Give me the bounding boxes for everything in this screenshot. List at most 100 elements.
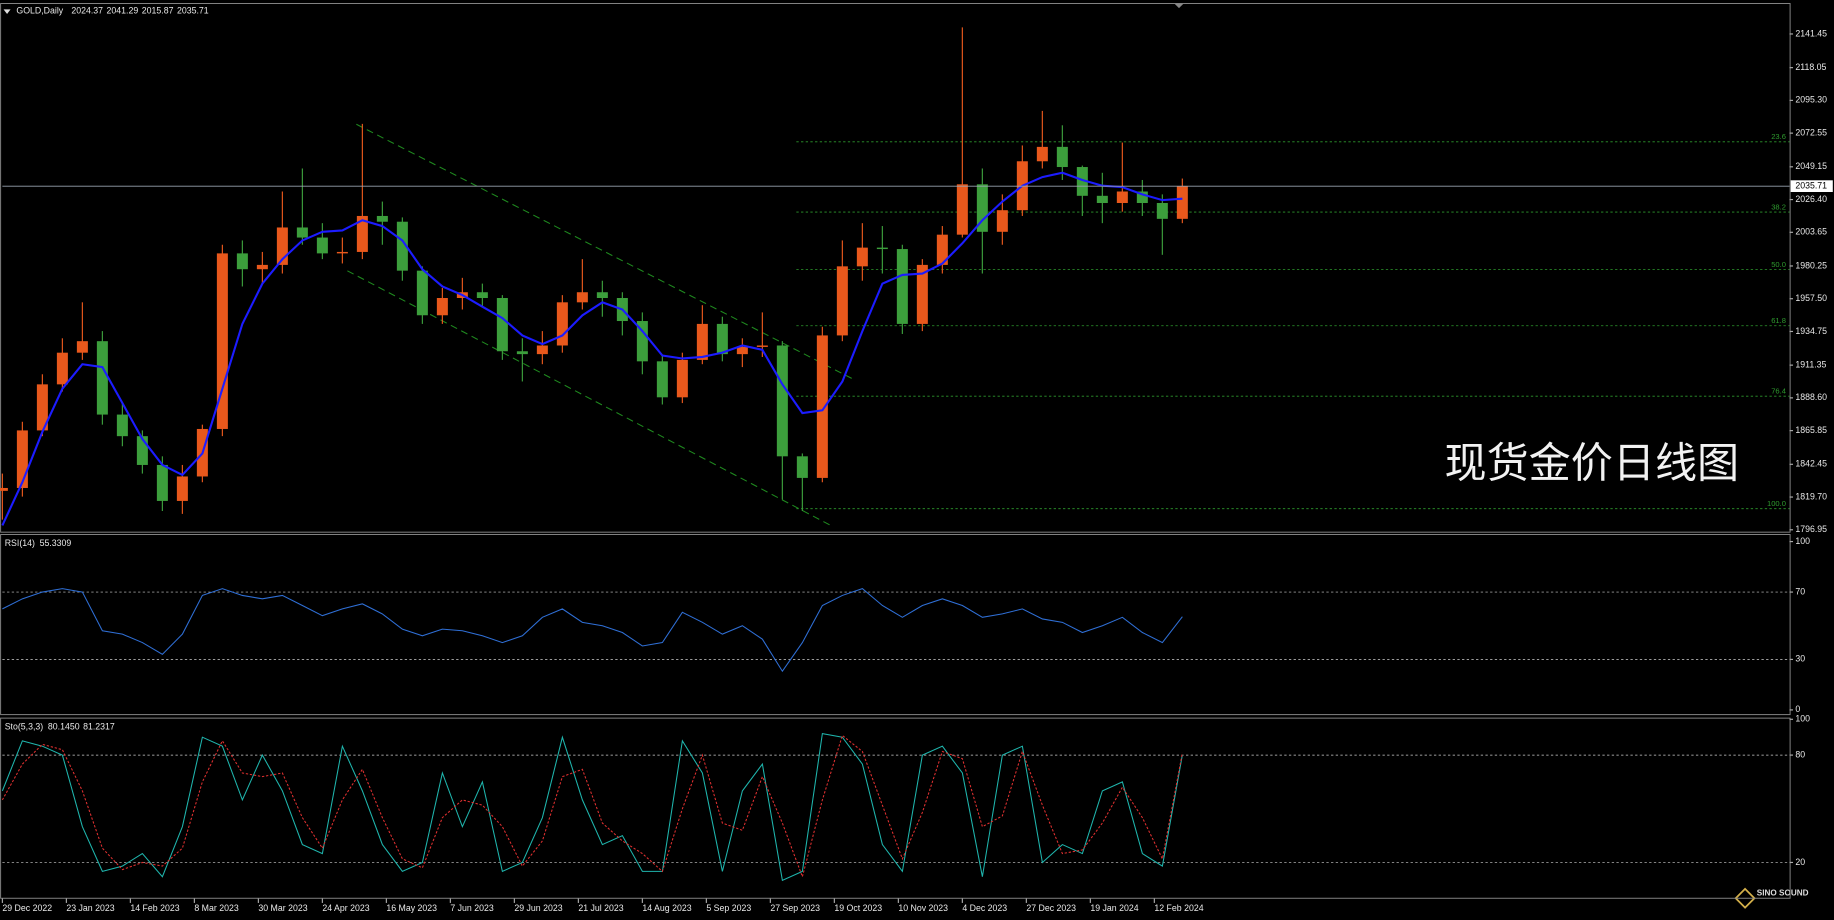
candle-body bbox=[1096, 195, 1108, 204]
y-tick-label: 1888.60 bbox=[1795, 392, 1827, 402]
candle-body bbox=[576, 292, 588, 303]
candle-body bbox=[76, 341, 88, 353]
candle-body bbox=[136, 436, 148, 465]
candle-body bbox=[996, 210, 1008, 232]
candle-body bbox=[836, 266, 848, 336]
x-tick-label: 14 Aug 2023 bbox=[642, 903, 691, 913]
moving-average bbox=[1, 171, 1183, 526]
candle-body bbox=[96, 341, 108, 415]
pane-frame bbox=[0, 534, 1791, 716]
candle-body bbox=[376, 215, 388, 222]
ohlc-value: 2035.71 bbox=[177, 6, 209, 16]
y-tick-label: 30 bbox=[1795, 654, 1805, 664]
x-tick-label: 27 Sep 2023 bbox=[770, 903, 820, 913]
shift-marker bbox=[1174, 3, 1184, 9]
logo-text: SINO SOUND bbox=[1757, 889, 1809, 898]
candle-body bbox=[496, 297, 508, 352]
chart-title: GOLD,Daily bbox=[16, 6, 63, 16]
candle-body bbox=[736, 346, 748, 355]
ohlc-value: 2015.87 bbox=[142, 6, 174, 16]
candle-body bbox=[756, 345, 768, 347]
current-price-box bbox=[1790, 180, 1833, 193]
pane-frame bbox=[0, 717, 1791, 899]
x-tick-label: 30 Mar 2023 bbox=[258, 903, 307, 913]
chart-header: GOLD,Daily 2024.37 2041.29 2015.87 2035.71 bbox=[16, 6, 208, 16]
x-tick-label: 21 Jul 2023 bbox=[578, 903, 623, 913]
y-tick-label: 0 bbox=[1795, 704, 1800, 714]
candle-body bbox=[1136, 191, 1148, 204]
x-tick-label: 19 Jan 2024 bbox=[1090, 903, 1138, 913]
indicator-line bbox=[2, 588, 1183, 673]
candle-body bbox=[796, 456, 808, 478]
candle-body bbox=[876, 247, 888, 250]
candle-body bbox=[316, 237, 328, 254]
annotation: 现货金价日线图 bbox=[1444, 440, 1739, 487]
indicator-line bbox=[1, 732, 1183, 882]
candle-body bbox=[296, 227, 308, 238]
fib-label: 38.2 bbox=[1771, 202, 1786, 211]
fib-label: 61.8 bbox=[1771, 316, 1786, 325]
candle-body bbox=[1156, 203, 1168, 219]
candle-body bbox=[896, 249, 908, 324]
candle-body bbox=[256, 264, 268, 270]
x-tick-label: 12 Feb 2024 bbox=[1154, 903, 1203, 913]
candle-body bbox=[276, 227, 288, 265]
y-tick-label: 1957.50 bbox=[1795, 293, 1827, 303]
candle-body bbox=[1076, 167, 1088, 196]
candle-body bbox=[216, 253, 228, 429]
candle-body bbox=[976, 184, 988, 232]
y-tick-label: 1980.25 bbox=[1795, 260, 1827, 270]
indicator-title: Sto(5,3,3) bbox=[5, 722, 44, 732]
y-tick-label: 2026.40 bbox=[1795, 194, 1827, 204]
x-tick-label: 10 Nov 2023 bbox=[898, 903, 948, 913]
candle-body bbox=[596, 292, 608, 298]
x-tick-label: 29 Jun 2023 bbox=[514, 903, 562, 913]
candle-body bbox=[396, 221, 408, 271]
candle-body bbox=[1056, 146, 1068, 168]
candle-body bbox=[656, 361, 668, 398]
x-tick-label: 8 Mar 2023 bbox=[194, 903, 238, 913]
x-tick-label: 4 Dec 2023 bbox=[962, 903, 1007, 913]
candle-body bbox=[1036, 146, 1048, 162]
indicator-value: 81.2317 bbox=[83, 722, 115, 732]
pane-frame bbox=[0, 3, 1791, 533]
x-tick-label: 24 Apr 2023 bbox=[322, 903, 369, 913]
y-tick-label: 1865.85 bbox=[1795, 425, 1827, 435]
candle-body bbox=[536, 345, 548, 355]
ohlc-value: 2024.37 bbox=[71, 6, 103, 16]
indicator-value: 55.3309 bbox=[40, 538, 72, 548]
indicator-line bbox=[1, 734, 1183, 879]
candle-body bbox=[236, 253, 248, 270]
candle-body bbox=[56, 352, 68, 385]
candle-body bbox=[416, 270, 428, 316]
x-tick-label: 19 Oct 2023 bbox=[834, 903, 882, 913]
y-tick-label: 70 bbox=[1795, 586, 1805, 596]
current-price-label: 2035.71 bbox=[1795, 180, 1827, 190]
x-tick-label: 27 Dec 2023 bbox=[1026, 903, 1076, 913]
x-tick-label: 23 Jan 2023 bbox=[66, 903, 114, 913]
candle-body bbox=[856, 247, 868, 267]
x-tick-label: 29 Dec 2022 bbox=[2, 903, 52, 913]
fib-label: 50.0 bbox=[1771, 260, 1786, 269]
candle-body bbox=[936, 234, 948, 265]
candle-body bbox=[516, 351, 528, 355]
candle-body bbox=[1116, 191, 1128, 204]
menu-arrow[interactable] bbox=[3, 9, 11, 15]
candle-body bbox=[176, 476, 188, 501]
y-tick-label: 1911.35 bbox=[1795, 359, 1826, 369]
candle-body bbox=[556, 302, 568, 346]
fib-label: 23.6 bbox=[1771, 132, 1786, 141]
x-tick-label: 7 Jun 2023 bbox=[450, 903, 494, 913]
candle-body bbox=[476, 292, 488, 298]
channel-line bbox=[356, 123, 855, 381]
y-tick-label: 2072.55 bbox=[1795, 127, 1827, 137]
fib-label: 76.4 bbox=[1771, 386, 1786, 395]
candle-body bbox=[776, 345, 788, 457]
candle-body bbox=[916, 264, 928, 324]
y-tick-label: 2141.45 bbox=[1795, 28, 1827, 38]
fib-label: 100.0 bbox=[1767, 499, 1786, 508]
candle-body bbox=[956, 184, 968, 235]
indicator-value: 80.1450 bbox=[48, 722, 80, 732]
candle-body bbox=[16, 430, 28, 488]
